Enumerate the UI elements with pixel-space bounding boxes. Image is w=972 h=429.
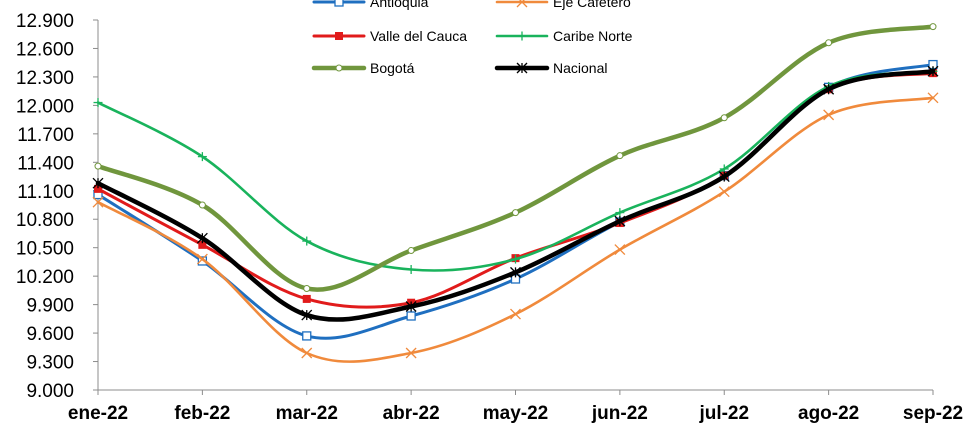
legend-marker [335,64,343,72]
data-point-nacional [301,309,313,321]
legend-marker [516,0,528,8]
legend-label: Antioquia [370,0,429,10]
legend-entry-bogota: Bogotá [311,60,415,76]
data-point-caribe-norte [93,98,103,108]
y-tick-label: 11.100 [17,182,74,203]
y-tick-label: 11.700 [17,125,74,146]
legend-marker [516,62,528,74]
data-point-eje-cafetero [301,347,313,359]
y-tick-label: 9.600 [26,324,74,345]
legend: Antioquia Eje Cafetero Valle del Cauca Cari… [311,0,633,76]
y-tick-label: 9.000 [26,381,74,402]
data-point-eje-cafetero [196,253,208,265]
data-point-valle-del-cauca [302,294,311,303]
legend-entry-valle-del-cauca: Valle del Cauca [312,28,467,44]
data-point-nacional [718,171,730,182]
series-eje-cafetero [92,92,939,363]
data-point-eje-cafetero [405,347,417,359]
legend-label: Caribe Norte [553,28,633,44]
legend-marker [335,32,343,40]
series-lines [92,23,939,363]
data-point-caribe-norte [302,236,312,246]
data-point-nacional [823,83,835,95]
data-point-nacional [614,215,626,227]
legend-label: Bogotá [370,60,415,76]
y-tick-label: 12.900 [16,11,74,32]
legend-entry-eje-cafetero: Eje Cafetero [495,0,631,10]
x-tick-label: jul-22 [698,403,749,424]
data-point-eje-cafetero [718,186,730,198]
legend-marker [334,0,344,7]
legend-entry-nacional: Nacional [494,60,607,76]
data-point-eje-cafetero [510,308,521,320]
data-point-nacional [405,301,417,312]
data-point-bogota [198,201,206,209]
y-tick-label: 12.600 [16,39,74,60]
x-tick-label: mar-22 [276,403,338,424]
legend-marker [517,31,527,41]
data-point-bogota [94,162,102,170]
data-point-bogota [616,152,624,160]
series-nacional [92,65,939,322]
y-tick-label: 9.300 [26,353,74,374]
data-point-nacional [92,177,104,189]
x-tick-label: jun-22 [591,403,648,424]
data-point-bogota [720,114,728,122]
data-point-eje-cafetero [927,92,939,104]
data-point-antioquia [406,311,416,321]
axes: 9.000 9.300 9.600 9.900 10.200 10.500 10.800 11… [16,11,963,424]
y-tick-label: 11.400 [17,153,74,174]
x-tick-label: may-22 [483,403,549,424]
legend-entry-antioquia: Antioquia [312,0,429,10]
data-point-caribe-norte [406,265,416,275]
data-point-antioquia [302,331,312,341]
data-point-nacional [196,232,208,244]
data-point-caribe-norte [197,152,207,162]
data-point-bogota [929,23,937,31]
legend-label: Eje Cafetero [553,0,631,10]
x-tick-label: sep-22 [903,403,963,424]
data-point-caribe-norte [511,254,520,264]
series-bogota [94,23,937,292]
legend-label: Valle del Cauca [370,28,467,44]
y-tick-label: 12.000 [16,96,74,117]
y-tick-label: 10.800 [16,210,74,231]
y-tick-label: 12.300 [16,68,74,89]
data-point-nacional [510,266,521,278]
data-point-eje-cafetero [823,109,835,121]
x-tick-label: ene-22 [68,403,128,424]
x-tick-label: abr-22 [383,403,440,424]
data-point-eje-cafetero [92,196,104,208]
data-point-bogota [303,284,311,292]
series-line-eje-cafetero [96,96,935,363]
y-tick-label: 10.200 [16,267,74,288]
x-tick-label: feb-22 [174,403,230,424]
data-point-nacional [927,65,939,77]
legend-entry-caribe-norte: Caribe Norte [495,28,633,44]
x-tick-label: ago-22 [798,403,859,424]
data-point-caribe-norte [615,208,625,218]
data-point-bogota [825,39,833,47]
data-point-eje-cafetero [614,244,626,256]
data-point-bogota [407,247,415,255]
data-point-bogota [512,209,519,217]
legend-label: Nacional [553,60,607,76]
y-tick-label: 10.500 [16,239,74,260]
y-tick-label: 9.900 [26,296,74,317]
